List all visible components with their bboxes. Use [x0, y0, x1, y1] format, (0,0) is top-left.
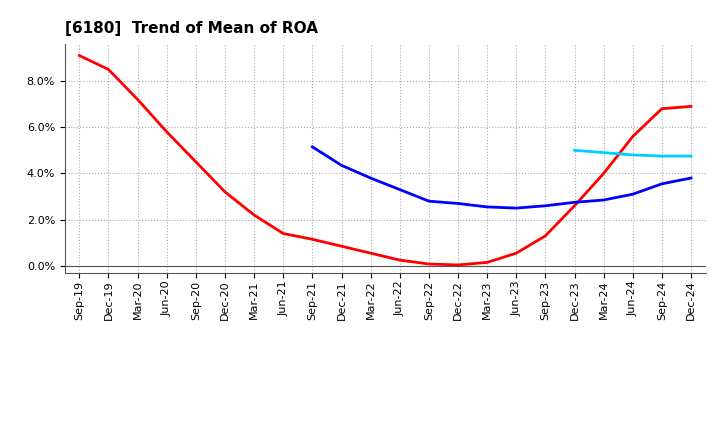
- 3 Years: [687, 104, 696, 109]
- Text: [6180]  Trend of Mean of ROA: [6180] Trend of Mean of ROA: [65, 21, 318, 36]
- 5 Years: [599, 198, 608, 203]
- 5 Years: [657, 181, 666, 187]
- 3 Years: [104, 67, 113, 72]
- 3 Years: [570, 203, 579, 209]
- 3 Years: [599, 171, 608, 176]
- 5 Years: [541, 203, 550, 209]
- 3 Years: [337, 244, 346, 249]
- 3 Years: [425, 261, 433, 267]
- 3 Years: [220, 189, 229, 194]
- Line: 3 Years: 3 Years: [79, 55, 691, 265]
- 5 Years: [337, 163, 346, 168]
- 7 Years: [657, 154, 666, 159]
- 3 Years: [279, 231, 287, 236]
- 5 Years: [395, 187, 404, 192]
- 3 Years: [250, 213, 258, 218]
- 5 Years: [512, 205, 521, 211]
- 3 Years: [75, 53, 84, 58]
- 7 Years: [687, 154, 696, 159]
- 3 Years: [192, 159, 200, 165]
- 3 Years: [541, 233, 550, 238]
- Line: 5 Years: 5 Years: [312, 147, 691, 208]
- 5 Years: [570, 200, 579, 205]
- 3 Years: [512, 250, 521, 256]
- 3 Years: [395, 257, 404, 263]
- 3 Years: [657, 106, 666, 111]
- 5 Years: [629, 191, 637, 197]
- 5 Years: [483, 204, 492, 209]
- 5 Years: [454, 201, 462, 206]
- 5 Years: [366, 176, 375, 181]
- 7 Years: [599, 150, 608, 155]
- 7 Years: [629, 152, 637, 158]
- 3 Years: [366, 250, 375, 256]
- 3 Years: [483, 260, 492, 265]
- 5 Years: [687, 176, 696, 181]
- 3 Years: [133, 97, 142, 102]
- Line: 7 Years: 7 Years: [575, 150, 691, 156]
- 5 Years: [308, 144, 317, 150]
- 3 Years: [163, 129, 171, 135]
- 3 Years: [308, 237, 317, 242]
- 3 Years: [454, 262, 462, 268]
- 3 Years: [629, 134, 637, 139]
- 7 Years: [570, 148, 579, 153]
- 5 Years: [425, 198, 433, 204]
